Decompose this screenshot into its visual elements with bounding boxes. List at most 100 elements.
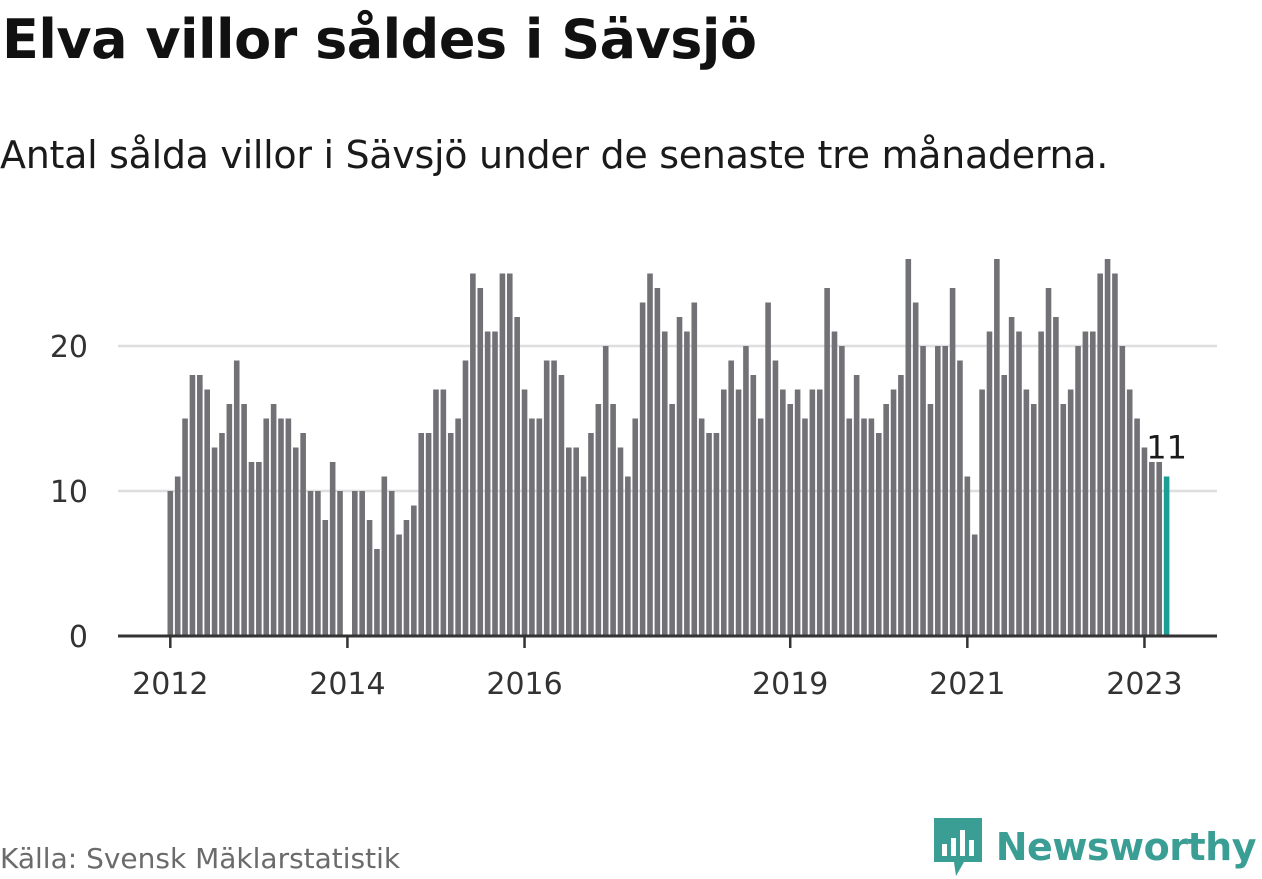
bar — [1053, 317, 1059, 636]
x-tick-label: 2014 — [309, 667, 385, 702]
bar — [197, 375, 203, 636]
bar — [219, 433, 225, 636]
bar — [366, 520, 373, 636]
bar — [248, 462, 255, 636]
bar — [470, 273, 476, 636]
bar — [743, 346, 749, 636]
bar — [698, 418, 705, 636]
x-tick-label: 2021 — [929, 667, 1005, 702]
x-tick-label: 2012 — [132, 667, 208, 702]
bar — [1104, 259, 1111, 636]
source-text: Källa: Svensk Mäklarstatistik — [0, 842, 401, 875]
bar — [492, 331, 498, 636]
bar — [329, 462, 336, 636]
bar — [890, 389, 897, 636]
bar — [211, 447, 218, 636]
bar — [174, 476, 181, 636]
bar — [706, 433, 712, 636]
bar — [307, 491, 314, 636]
bar — [543, 360, 550, 636]
bar — [573, 447, 579, 636]
bar — [898, 375, 904, 636]
bar — [839, 346, 845, 636]
y-tick-label: 10 — [50, 475, 88, 510]
bar — [1016, 331, 1022, 636]
bar — [912, 302, 919, 636]
bar — [529, 418, 535, 636]
bar — [278, 418, 284, 636]
bar — [484, 331, 491, 636]
x-tick-label: 2016 — [486, 667, 562, 702]
bar — [610, 404, 616, 636]
bar — [462, 360, 469, 636]
bar — [979, 389, 985, 636]
bar — [994, 259, 1000, 636]
bar — [300, 433, 306, 636]
bar — [477, 288, 484, 636]
bar — [757, 418, 764, 636]
bar — [1023, 389, 1030, 636]
bar — [241, 404, 247, 636]
bar — [521, 389, 528, 636]
bar — [558, 375, 565, 636]
y-tick-label: 0 — [69, 620, 88, 655]
bar — [861, 418, 867, 636]
bar — [411, 505, 417, 636]
bar — [1030, 404, 1037, 636]
bar — [337, 491, 343, 636]
bar — [721, 389, 727, 636]
bar — [440, 389, 447, 636]
bar — [285, 418, 292, 636]
bar — [167, 491, 174, 636]
bar — [1141, 447, 1148, 636]
bar — [1008, 317, 1015, 636]
bar — [765, 302, 771, 636]
x-tick-label: 2023 — [1106, 667, 1182, 702]
bars — [167, 259, 1170, 636]
bar — [809, 389, 816, 636]
bar — [846, 418, 853, 636]
bar — [684, 331, 690, 636]
bar — [566, 447, 572, 636]
bar — [580, 476, 587, 636]
bar — [920, 346, 926, 636]
bar — [499, 273, 506, 636]
bar — [713, 433, 720, 636]
bar — [182, 418, 188, 636]
chart-subtitle: Antal sålda villor i Sävsjö under de sen… — [0, 133, 1109, 177]
bar — [433, 389, 439, 636]
bar — [602, 346, 609, 636]
bar — [654, 288, 661, 636]
highlight-value-label: 11 — [1146, 429, 1187, 467]
brand-name: Newsworthy — [995, 825, 1257, 869]
bar — [506, 273, 513, 636]
bar — [263, 418, 270, 636]
bar — [514, 317, 520, 636]
bar — [676, 317, 683, 636]
bar — [625, 476, 631, 636]
bar — [352, 491, 358, 636]
bar — [292, 447, 299, 636]
bar — [1067, 389, 1074, 636]
bar — [1045, 288, 1052, 636]
bar — [971, 534, 978, 636]
bar — [639, 302, 646, 636]
bar — [233, 360, 240, 636]
bar — [588, 433, 594, 636]
bar — [1038, 331, 1044, 636]
bar — [802, 418, 808, 636]
chart-title: Elva villor såldes i Sävsjö — [2, 8, 757, 71]
bar — [691, 302, 698, 636]
bar — [986, 331, 993, 636]
bar — [787, 404, 794, 636]
bar — [661, 331, 668, 636]
bar — [1149, 462, 1155, 636]
bar-highlight — [1163, 476, 1170, 636]
bar — [1119, 346, 1126, 636]
bar — [632, 418, 639, 636]
bar — [831, 331, 838, 636]
bar — [735, 389, 742, 636]
bar — [750, 375, 757, 636]
bar — [780, 389, 786, 636]
tick-labels: 0 10 20 11 2012 2014 2016 2019 2021 2023 — [50, 330, 1187, 702]
